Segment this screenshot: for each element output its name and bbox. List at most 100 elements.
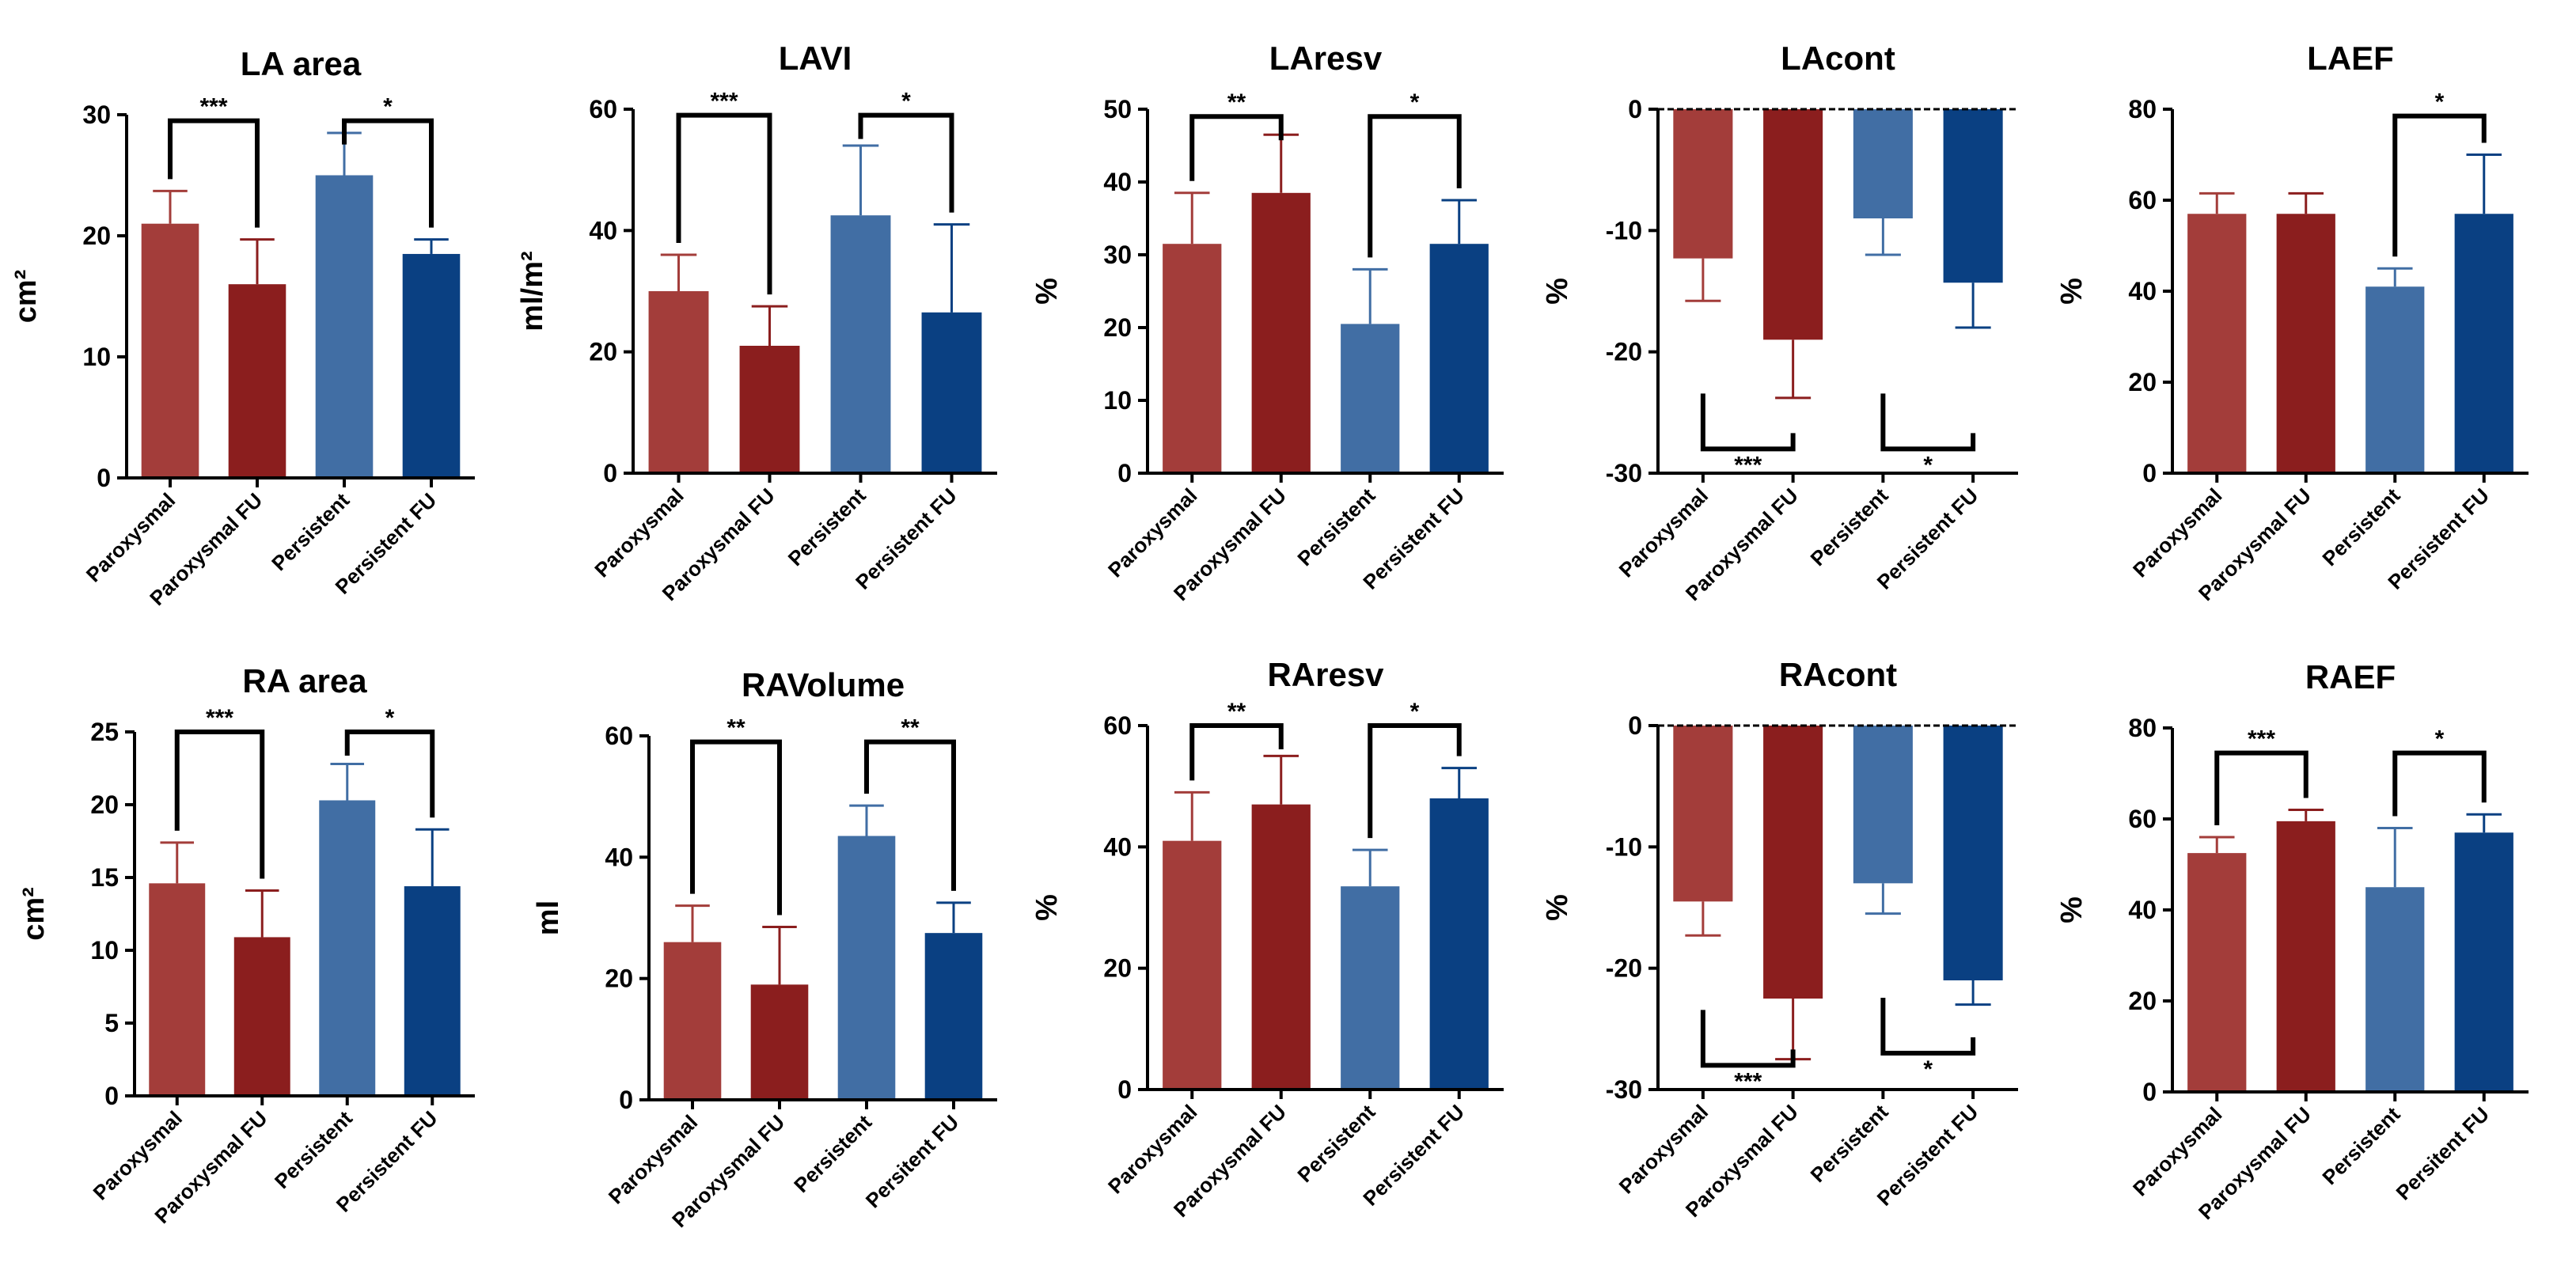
bar bbox=[2276, 821, 2335, 1092]
bar bbox=[2454, 832, 2513, 1092]
significance-label: *** bbox=[1734, 452, 1762, 478]
y-tick-label: 60 bbox=[605, 722, 633, 750]
significance-label: *** bbox=[2248, 726, 2275, 752]
bar bbox=[1673, 109, 1733, 259]
y-tick-label: 80 bbox=[2128, 95, 2157, 123]
chart-panel-6: RA areacm²0510152025ParoxysmalParoxysmal… bbox=[17, 662, 475, 1228]
y-tick-label: 30 bbox=[1103, 241, 1132, 269]
y-tick-label: 80 bbox=[2128, 714, 2157, 742]
bar bbox=[149, 883, 206, 1096]
y-tick-label: 0 bbox=[603, 459, 617, 487]
bar bbox=[2187, 853, 2247, 1092]
y-tick-label: -20 bbox=[1606, 954, 1642, 983]
chart-title: LA area bbox=[241, 45, 362, 82]
bar bbox=[2454, 214, 2513, 473]
significance-bracket bbox=[174, 730, 265, 879]
y-tick-label: 25 bbox=[90, 718, 119, 746]
significance-label: * bbox=[1923, 1056, 1933, 1082]
y-tick-label: 0 bbox=[1628, 95, 1642, 123]
significance-label: *** bbox=[710, 89, 738, 115]
bar bbox=[648, 291, 709, 473]
bar bbox=[1429, 798, 1489, 1090]
bar bbox=[1429, 244, 1489, 473]
significance-label: * bbox=[901, 89, 911, 115]
significance-bracket bbox=[342, 118, 434, 228]
y-tick-label: 0 bbox=[104, 1082, 119, 1110]
y-tick-label: 0 bbox=[2142, 459, 2157, 487]
bar bbox=[141, 223, 199, 478]
significance-bracket bbox=[344, 730, 435, 818]
bar bbox=[1251, 804, 1311, 1090]
chart-title: RAVolume bbox=[742, 666, 905, 703]
significance-bracket bbox=[858, 112, 954, 213]
chart-title: RAEF bbox=[2305, 658, 2396, 696]
y-tick-label: 5 bbox=[104, 1009, 119, 1037]
y-tick-label: 20 bbox=[2128, 987, 2157, 1015]
significance-label: * bbox=[383, 94, 393, 120]
y-axis-label: % bbox=[2055, 278, 2088, 305]
y-tick-label: 20 bbox=[82, 222, 111, 250]
x-tick-label: Persistent bbox=[1292, 483, 1379, 570]
significance-label: ** bbox=[1227, 89, 1246, 116]
y-tick-label: -30 bbox=[1606, 1075, 1642, 1104]
bar bbox=[315, 175, 374, 478]
significance-bracket bbox=[1880, 393, 1976, 452]
bar bbox=[1763, 109, 1823, 340]
bar bbox=[837, 836, 896, 1100]
chart-title: RAcont bbox=[1779, 656, 1897, 693]
bar bbox=[1853, 726, 1913, 884]
bar bbox=[319, 800, 376, 1096]
y-tick-label: 60 bbox=[589, 95, 617, 123]
bar bbox=[404, 886, 461, 1096]
significance-bracket bbox=[1368, 114, 1462, 258]
y-tick-label: 20 bbox=[2128, 368, 2157, 396]
y-tick-label: 0 bbox=[97, 464, 111, 492]
bar bbox=[1163, 840, 1222, 1090]
x-tick-label: Paroxysmal bbox=[1614, 483, 1713, 582]
x-tick-label: Paroxysmal bbox=[1103, 1100, 1201, 1198]
x-tick-label: Persistent bbox=[789, 1110, 876, 1197]
x-tick-label: Persistent bbox=[270, 1106, 357, 1193]
bar bbox=[1163, 244, 1222, 473]
y-axis-label: % bbox=[1541, 894, 1574, 921]
bar bbox=[2276, 214, 2335, 473]
chart-title: RA area bbox=[242, 662, 367, 699]
bar bbox=[663, 942, 722, 1100]
bar bbox=[739, 346, 800, 473]
x-tick-label: Paroxysmal bbox=[1103, 483, 1201, 582]
bar bbox=[2365, 286, 2425, 473]
bar bbox=[402, 253, 461, 478]
significance-label: *** bbox=[199, 94, 227, 120]
y-tick-label: 10 bbox=[1103, 386, 1132, 415]
significance-label: ** bbox=[1227, 699, 1246, 725]
y-tick-label: 20 bbox=[1103, 313, 1132, 342]
significance-label: * bbox=[2435, 726, 2445, 752]
x-tick-label: Persistent bbox=[1292, 1100, 1379, 1187]
y-tick-label: -10 bbox=[1606, 832, 1642, 861]
bar bbox=[921, 312, 982, 473]
x-tick-label: Paroxysmal bbox=[2128, 1102, 2226, 1200]
chart-title: LAresv bbox=[1269, 40, 1383, 77]
significance-label: ** bbox=[901, 715, 920, 741]
y-tick-label: 60 bbox=[2128, 186, 2157, 214]
y-tick-label: 50 bbox=[1103, 95, 1132, 123]
bar bbox=[750, 984, 809, 1100]
significance-label: * bbox=[1410, 89, 1420, 116]
y-axis-label: % bbox=[1030, 894, 1064, 921]
y-axis-label: % bbox=[1541, 278, 1574, 305]
y-tick-label: 20 bbox=[589, 338, 617, 366]
y-axis-label: % bbox=[2055, 896, 2088, 923]
significance-label: * bbox=[1410, 699, 1420, 725]
bar bbox=[1251, 192, 1311, 474]
significance-label: ** bbox=[727, 715, 745, 741]
y-tick-label: 0 bbox=[2142, 1078, 2157, 1106]
x-tick-label: Persitent FU bbox=[2391, 1102, 2494, 1205]
x-tick-label: Paroxysmal bbox=[604, 1110, 702, 1208]
significance-bracket bbox=[1368, 723, 1462, 839]
x-tick-label: Persistent bbox=[2317, 483, 2404, 570]
